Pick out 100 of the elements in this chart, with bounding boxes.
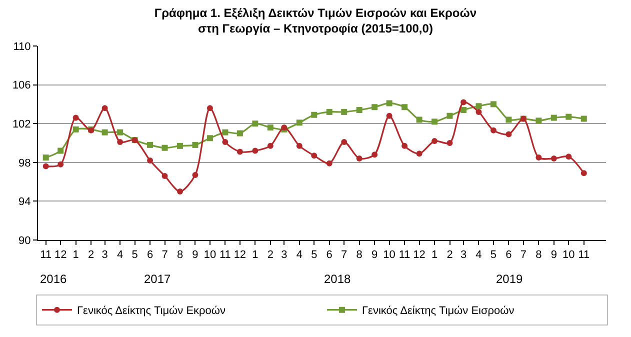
point: [236, 148, 243, 155]
x-tick-label: 3: [460, 249, 467, 262]
point: [341, 108, 348, 115]
x-tick-label: 2: [446, 249, 453, 262]
x-tick-label: 11: [398, 249, 410, 262]
point: [460, 99, 467, 106]
point: [566, 114, 572, 120]
point: [416, 116, 422, 123]
point: [252, 120, 258, 127]
x-tick-label: 6: [326, 249, 332, 262]
point: [117, 139, 124, 146]
legend-label: Γενικός Δείκτης Τιμών Εισροών: [362, 305, 515, 318]
x-tick-label: 8: [536, 249, 542, 262]
x-tick-label: 8: [176, 249, 184, 262]
point: [460, 107, 467, 114]
x-tick-label: 2: [267, 249, 274, 262]
point: [506, 131, 512, 138]
x-tick-label: 2: [88, 249, 94, 262]
x-tick-label: 1: [252, 249, 258, 262]
x-tick-label: 7: [520, 249, 527, 262]
x-tick-label: 1: [431, 249, 438, 262]
point: [416, 150, 422, 157]
point: [206, 105, 213, 112]
y-tick-label: 90: [18, 234, 31, 247]
x-tick-label: 9: [192, 249, 198, 262]
x-tick-label: 12: [413, 249, 426, 262]
point: [432, 118, 438, 125]
point: [446, 140, 453, 146]
text: 2018: [324, 272, 352, 286]
point: [206, 135, 213, 142]
y-tick-label: 98: [18, 157, 31, 170]
point: [177, 188, 183, 194]
point: [267, 124, 274, 130]
point: [236, 130, 243, 136]
point: [58, 148, 64, 154]
point: [326, 160, 332, 166]
point: [341, 139, 348, 146]
point: [550, 156, 557, 162]
point: [117, 129, 124, 136]
point: [192, 172, 198, 178]
point: [311, 112, 318, 118]
point: [490, 101, 496, 108]
x-tick-label: 12: [54, 249, 67, 262]
point: [550, 114, 557, 121]
x-tick-label: 6: [506, 249, 512, 262]
point: [446, 112, 453, 119]
point: [177, 142, 183, 149]
point: [490, 127, 496, 134]
point: [42, 163, 49, 170]
x-tick-label: 9: [550, 249, 557, 262]
point: [402, 104, 408, 110]
x-tick-label: 5: [490, 249, 497, 262]
point: [267, 142, 274, 149]
point: [192, 142, 198, 148]
point: [222, 139, 228, 146]
point: [536, 118, 542, 124]
x-tick-label: 5: [132, 249, 138, 262]
text: 2016: [40, 272, 68, 286]
point: [506, 116, 512, 123]
x-tick-label: 10: [383, 249, 396, 262]
text: 2019: [496, 272, 524, 286]
x-tick-label: 4: [296, 249, 302, 262]
x-tick-label: 5: [311, 249, 318, 262]
point: [72, 126, 79, 132]
point: [147, 157, 154, 164]
point: [296, 142, 302, 149]
point: [476, 103, 482, 110]
point: [311, 152, 318, 159]
point: [356, 156, 362, 162]
y-tick-label: 102: [12, 118, 31, 130]
point: [580, 116, 587, 122]
x-tick-label: 4: [116, 249, 124, 262]
point: [402, 142, 408, 149]
x-tick-label: 11: [40, 249, 52, 262]
y-tick-label: 110: [13, 40, 31, 53]
x-tick-label: 12: [234, 249, 246, 262]
x-tick-label: 3: [102, 249, 108, 262]
point: [147, 142, 154, 148]
point: [252, 148, 258, 154]
point: [162, 172, 168, 179]
point: [326, 108, 332, 115]
point: [580, 170, 587, 176]
x-tick-label: 10: [204, 249, 216, 262]
x-tick-label: 3: [281, 249, 288, 262]
text: 2017: [144, 272, 172, 286]
x-tick-label: 8: [356, 249, 362, 262]
point: [566, 154, 572, 160]
point: [432, 138, 438, 144]
y-tick-label: 106: [12, 80, 31, 92]
x-tick-label: 1: [72, 249, 79, 262]
x-tick-label: 4: [476, 249, 482, 262]
x-tick-label: 9: [372, 249, 378, 262]
point: [372, 104, 378, 110]
x-tick-label: 11: [578, 249, 590, 262]
point: [222, 129, 228, 136]
legend-label: Γενικός Δείκτης Τιμών Εκροών: [77, 305, 226, 318]
x-tick-label: 6: [146, 249, 154, 262]
x-tick-label: 7: [162, 249, 168, 262]
point: [386, 100, 392, 106]
point: [102, 129, 108, 136]
